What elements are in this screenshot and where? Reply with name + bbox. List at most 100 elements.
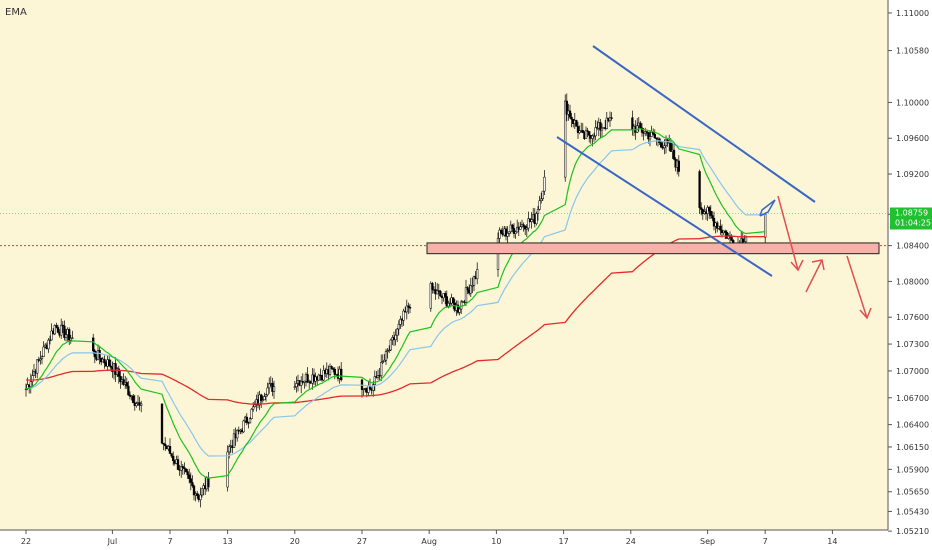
price-tick-label: 1.05210 <box>896 527 929 536</box>
price-tick-label: 1.05430 <box>896 507 929 516</box>
candle <box>408 306 412 309</box>
candle <box>719 225 722 231</box>
candle <box>472 276 476 286</box>
candle <box>191 482 194 487</box>
candle <box>407 305 410 308</box>
candle <box>362 388 365 391</box>
candle <box>444 293 447 297</box>
candle <box>135 403 138 407</box>
candle <box>386 350 389 352</box>
candle <box>522 224 525 227</box>
projection-arrowhead-3 <box>859 307 872 320</box>
candle <box>266 387 269 396</box>
price-tick-label: 1.10000 <box>896 98 929 107</box>
candle <box>68 329 71 341</box>
price-tick-label: 1.08400 <box>896 242 929 251</box>
projection-arrows[interactable] <box>777 195 872 320</box>
candle <box>512 228 516 234</box>
candle <box>388 349 391 352</box>
channel-lower-line[interactable] <box>556 136 773 277</box>
candle <box>183 467 186 469</box>
price-tick-label: 1.05650 <box>896 488 929 497</box>
candle <box>93 350 96 358</box>
candle <box>575 120 578 127</box>
candle <box>92 337 95 352</box>
candle <box>108 359 111 367</box>
candle <box>196 493 199 496</box>
time-tick-label: Jul <box>107 537 118 546</box>
candle <box>445 296 448 307</box>
price-tick-label: 1.07300 <box>896 340 929 349</box>
candle <box>514 231 517 234</box>
candle <box>264 394 268 397</box>
candle <box>591 135 594 139</box>
candle <box>402 310 405 321</box>
candle <box>647 132 650 140</box>
candle <box>610 117 613 119</box>
countdown-value: 01:04:25 <box>895 218 931 227</box>
candle <box>639 122 642 129</box>
candle <box>236 429 239 439</box>
time-tick-label: 10 <box>491 537 501 546</box>
candle <box>306 374 309 383</box>
candle <box>71 337 74 339</box>
candle <box>56 327 60 333</box>
candle <box>226 451 229 488</box>
candle <box>476 269 479 280</box>
candle <box>448 302 452 305</box>
candle <box>170 453 173 457</box>
candle <box>63 325 66 338</box>
ema-fast-line <box>25 128 766 479</box>
candle <box>252 406 255 410</box>
candle <box>242 420 245 433</box>
candle <box>700 207 703 210</box>
candle <box>245 416 248 423</box>
candle <box>32 371 36 376</box>
projection-leg-2 <box>805 259 823 293</box>
candle <box>168 446 172 454</box>
candle <box>98 350 101 359</box>
projection-leg-1 <box>777 195 799 271</box>
candle <box>200 488 204 496</box>
price-tick-label: 1.06150 <box>896 443 929 452</box>
candle <box>29 381 32 387</box>
price-tick-label: 1.09200 <box>896 170 929 179</box>
candle <box>162 442 165 445</box>
candle <box>698 171 701 208</box>
candle <box>160 403 164 444</box>
candle <box>199 494 202 501</box>
candle <box>328 366 332 375</box>
rising-wedge-pattern[interactable] <box>759 199 776 217</box>
candle <box>431 283 434 290</box>
candle <box>340 368 343 381</box>
channel-upper-line[interactable] <box>592 45 816 203</box>
candle <box>125 382 128 387</box>
candle <box>540 198 543 202</box>
candle <box>253 404 256 408</box>
candle <box>397 324 400 330</box>
candle <box>228 446 231 453</box>
candle <box>31 375 34 382</box>
candle <box>712 218 716 227</box>
last-price-tag: 1.08759 01:04:25 <box>890 207 932 230</box>
candle <box>504 228 508 237</box>
candle <box>570 116 573 120</box>
support-zone[interactable] <box>426 242 880 255</box>
candle <box>471 285 474 287</box>
candle <box>164 443 167 447</box>
candle <box>40 356 44 359</box>
candle <box>293 386 296 388</box>
candle <box>708 207 711 212</box>
price-axis-background <box>888 0 932 550</box>
candle <box>764 214 767 238</box>
candle <box>725 231 728 239</box>
candle <box>186 471 189 476</box>
candle <box>437 290 440 292</box>
candle <box>594 127 597 137</box>
candle <box>506 233 509 237</box>
candle <box>458 308 461 313</box>
candle <box>303 380 306 383</box>
candle <box>295 383 298 388</box>
candle <box>588 131 591 136</box>
